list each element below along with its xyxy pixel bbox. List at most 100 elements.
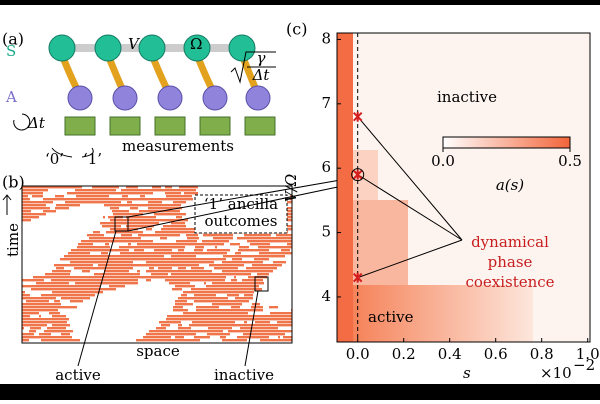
raster-cell	[56, 327, 66, 330]
raster-cell	[110, 249, 120, 252]
raster-cell	[198, 339, 200, 342]
raster-cell	[251, 249, 259, 252]
raster-cell	[176, 240, 184, 243]
raster-cell	[248, 276, 252, 279]
raster-cell	[22, 186, 32, 189]
raster-cell	[22, 297, 30, 300]
raster-cell	[201, 291, 209, 294]
raster-cell	[163, 249, 172, 252]
raster-cell	[121, 282, 129, 285]
raster-cell	[22, 303, 26, 306]
raster-cell	[117, 270, 123, 273]
raster-cell	[228, 330, 237, 333]
raster-cell	[251, 282, 254, 285]
raster-cell	[139, 252, 141, 255]
raster-cell	[72, 300, 77, 303]
raster-cell	[186, 258, 188, 261]
raster-cell	[183, 243, 185, 246]
raster-cell	[175, 270, 185, 273]
raster-cell	[197, 297, 205, 300]
raster-cell	[221, 318, 227, 321]
plot-frame	[336, 32, 591, 343]
raster-cell	[197, 300, 202, 303]
raster-cell	[169, 318, 171, 321]
raster-cell	[61, 207, 69, 210]
raster-cell	[220, 273, 226, 276]
raster-cell	[222, 270, 231, 273]
raster-cell	[22, 324, 32, 327]
raster-cell	[257, 333, 260, 336]
raster-cell	[45, 273, 53, 276]
raster-cell	[260, 306, 263, 309]
heat-cell	[353, 285, 533, 342]
raster-cell	[117, 255, 127, 258]
raster-cell	[263, 258, 269, 261]
raster-cell	[84, 246, 93, 249]
raster-cell	[117, 207, 119, 210]
raster-cell	[273, 261, 276, 264]
raster-cell	[118, 231, 128, 234]
raster-cell	[192, 285, 195, 288]
raster-cell	[91, 255, 101, 258]
raster-cell	[222, 234, 229, 237]
raster-cell	[52, 276, 59, 279]
raster-cell	[189, 324, 195, 327]
raster-cell	[116, 225, 121, 228]
raster-cell	[35, 288, 39, 291]
raster-cell	[103, 201, 110, 204]
raster-cell	[288, 330, 291, 333]
raster-cell	[146, 333, 153, 336]
raster-cell	[196, 237, 199, 240]
raster-cell	[231, 306, 238, 309]
raster-cell	[58, 291, 63, 294]
raster-cell	[68, 252, 72, 255]
active-label: active	[55, 366, 101, 384]
raster-cell	[228, 324, 235, 327]
raster-cell	[112, 267, 117, 270]
raster-cell	[85, 297, 90, 300]
raster-cell	[227, 300, 237, 303]
raster-cell	[277, 318, 284, 321]
raster-cell	[265, 336, 269, 339]
raster-cell	[276, 234, 279, 237]
raster-cell	[171, 222, 177, 225]
raster-cell	[180, 189, 188, 192]
raster-cell	[288, 234, 292, 237]
raster-cell	[258, 246, 266, 249]
raster-cell	[122, 279, 130, 282]
raster-cell	[162, 204, 168, 207]
raster-cell	[47, 327, 56, 330]
raster-cell	[223, 309, 231, 312]
raster-cell	[208, 327, 218, 330]
ancilla-atoms	[67, 85, 271, 111]
raster-cell	[162, 333, 165, 336]
raster-cell	[166, 264, 170, 267]
raster-cell	[197, 273, 199, 276]
time-label: time	[4, 223, 22, 257]
raster-cell	[168, 228, 173, 231]
raster-cell	[102, 189, 111, 192]
raster-cell	[167, 333, 173, 336]
raster-cell	[113, 255, 117, 258]
raster-cell	[283, 336, 287, 339]
raster-cell	[128, 237, 133, 240]
raster-cell	[113, 264, 116, 267]
raster-cell	[129, 198, 139, 201]
raster-cell	[238, 249, 244, 252]
raster-cell	[62, 204, 68, 207]
raster-cell	[220, 336, 226, 339]
raster-cell	[287, 225, 289, 228]
raster-cell	[165, 192, 173, 195]
raster-cell	[176, 225, 186, 228]
raster-cell	[131, 225, 141, 228]
raster-cell	[244, 309, 249, 312]
raster-cell	[226, 291, 231, 294]
raster-cell	[162, 255, 164, 258]
raster-cell	[216, 279, 225, 282]
raster-cell	[278, 246, 288, 249]
raster-cell	[161, 228, 166, 231]
raster-cell	[114, 276, 118, 279]
raster-cell	[98, 282, 100, 285]
raster-cell	[32, 186, 35, 189]
raster-cell	[145, 234, 147, 237]
